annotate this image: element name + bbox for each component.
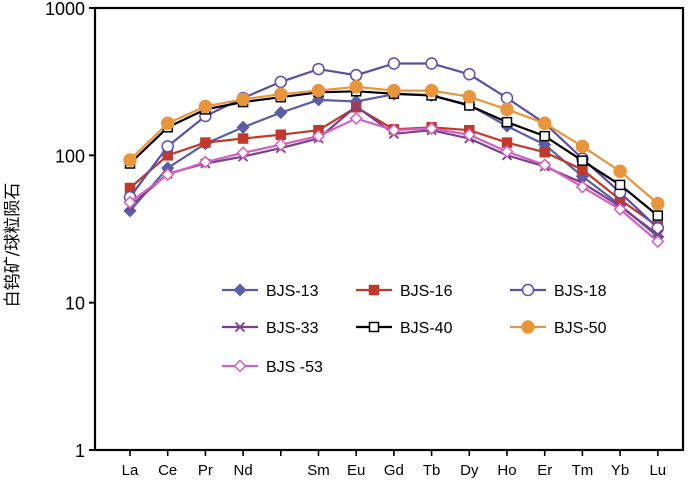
data-point <box>387 83 401 98</box>
data-point <box>500 145 514 159</box>
x-tick-label: Er <box>537 462 552 479</box>
legend-label: BJS-40 <box>400 320 453 337</box>
data-point <box>575 139 590 154</box>
legend-entry: BJS-33 <box>222 320 319 337</box>
data-point <box>311 83 326 98</box>
x-tick-label: La <box>122 462 139 479</box>
data-point <box>500 91 514 105</box>
legend-entry: BJS-13 <box>222 283 319 300</box>
legend-label: BJS-50 <box>554 320 607 337</box>
legend-marker <box>521 283 535 297</box>
data-point <box>161 140 174 153</box>
legend-marker <box>233 359 247 373</box>
data-point <box>274 75 288 89</box>
legend-label: BJS-33 <box>266 320 319 337</box>
data-point <box>539 146 550 158</box>
x-tick-label: Ho <box>497 462 516 479</box>
data-point <box>236 120 250 134</box>
plot-area: 1 10 100 1000 La Ce Pr Nd Sm Eu Gd Tb Dy Ho Er Tm Yb Lu <box>45 0 685 479</box>
data-point <box>462 128 476 142</box>
legend-marker <box>233 283 247 297</box>
data-point <box>236 146 250 160</box>
legend-label: BJS-16 <box>400 283 453 300</box>
legend-label: BJS -53 <box>266 359 323 376</box>
data-point <box>652 210 664 221</box>
x-tick-label: Tb <box>423 462 441 479</box>
data-point <box>425 57 438 70</box>
data-point <box>349 80 363 94</box>
x-tick-label: Sm <box>307 462 330 479</box>
legend-marker <box>521 320 535 334</box>
data-point <box>613 164 627 178</box>
data-point <box>463 68 476 81</box>
y-axis-label: 白钨矿/球粒陨石 <box>3 183 23 308</box>
data-point <box>651 234 665 249</box>
data-point <box>425 121 439 136</box>
legend-entry: BJS -53 <box>222 359 323 376</box>
data-point <box>613 202 627 216</box>
x-tick-label: Dy <box>460 462 479 479</box>
legend-label: BJS-18 <box>554 283 607 300</box>
data-point <box>123 195 137 209</box>
data-point <box>274 87 288 101</box>
data-point <box>537 116 552 131</box>
data-point <box>200 137 211 148</box>
legend-label: BJS-13 <box>266 283 319 300</box>
data-point <box>161 168 175 182</box>
legend-entry: BJS-18 <box>510 283 607 300</box>
legend-entry: BJS-40 <box>356 320 453 337</box>
data-point <box>160 116 175 131</box>
data-point <box>387 57 401 70</box>
data-point <box>462 89 477 104</box>
series-bjs-53 <box>123 111 665 249</box>
data-point <box>237 133 249 144</box>
data-point <box>198 99 213 114</box>
data-point <box>614 179 626 191</box>
data-point <box>123 153 137 167</box>
data-point <box>501 116 513 128</box>
legend-marker <box>234 321 246 333</box>
x-tick-label: Ce <box>158 462 177 479</box>
data-point <box>275 129 287 140</box>
legend-marker <box>368 284 380 296</box>
x-tick-label: Lu <box>649 462 666 479</box>
y-tick-label: 100 <box>55 146 85 166</box>
data-point <box>577 164 588 175</box>
data-point <box>387 123 401 137</box>
data-point <box>349 68 363 82</box>
legend-entry: BJS-50 <box>510 320 607 337</box>
x-tick-label: Yb <box>611 462 629 479</box>
legend-entry: BJS-16 <box>356 283 453 300</box>
data-point <box>312 62 325 76</box>
data-point <box>577 155 588 166</box>
data-point <box>351 101 362 112</box>
legend-marker <box>368 321 380 333</box>
y-tick-label: 1 <box>75 441 85 461</box>
y-tick-label: 10 <box>65 294 85 314</box>
y-tick-label: 1000 <box>45 0 85 19</box>
plot-frame <box>93 6 685 452</box>
data-point <box>311 129 326 143</box>
x-tick-label: Eu <box>347 462 365 479</box>
data-point <box>274 106 288 120</box>
data-point <box>424 83 439 98</box>
x-tick-label: Tm <box>572 462 594 479</box>
data-point <box>349 111 363 125</box>
data-point <box>651 196 665 211</box>
data-point <box>539 130 550 142</box>
x-tick-label: Nd <box>234 462 253 479</box>
data-point <box>538 158 552 172</box>
data-point <box>274 138 288 152</box>
data-point <box>198 155 212 169</box>
x-tick-label: Pr <box>198 462 213 479</box>
data-point <box>500 102 514 117</box>
x-tick-label: Gd <box>384 462 404 479</box>
data-point <box>236 92 250 107</box>
series-bjs-50 <box>123 80 665 211</box>
legend: BJS-13 BJS-16 BJS-18 BJS-33 BJS-40 BJS-50 BJS … <box>222 283 607 376</box>
data-point <box>575 180 589 194</box>
